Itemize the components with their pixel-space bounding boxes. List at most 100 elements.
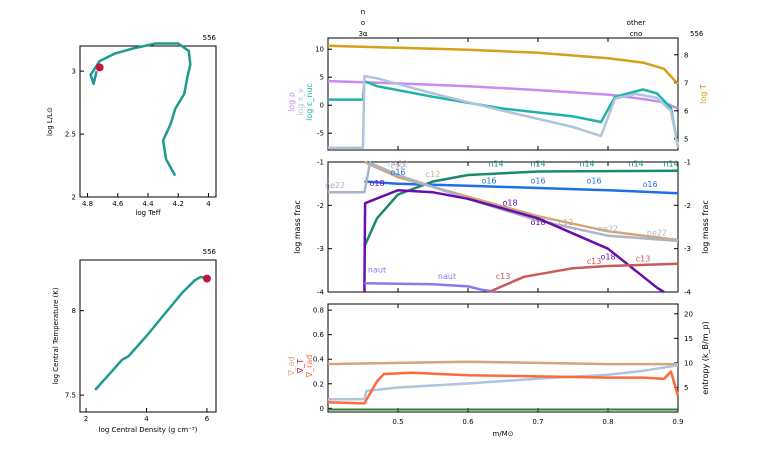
profile-panel-frame xyxy=(327,303,679,413)
rhot-xlabel: log Central Density (g cm⁻³) xyxy=(99,426,198,434)
top-marker-label: other xyxy=(627,19,646,27)
curve-label: naut xyxy=(368,266,386,275)
rhot-current-point xyxy=(202,274,211,283)
profile-left-ytick-label: -2 xyxy=(317,202,324,210)
profile-xtick-label: 0.8 xyxy=(602,418,613,426)
rhot-corner-label: 556 xyxy=(203,248,217,256)
profile-right-ytick-label: 5 xyxy=(684,135,688,143)
profile-right-ytick-label: 10 xyxy=(684,359,693,367)
profile-left-ytick-label: 0 xyxy=(320,102,324,110)
hr-corner-label: 556 xyxy=(203,34,217,42)
profile-right-ytick-label: -3 xyxy=(684,245,691,253)
hr-xtick-label: 4.2 xyxy=(173,200,184,208)
right-axis-label: entropy (k_B/m_p) xyxy=(701,321,710,394)
profile-series-line xyxy=(363,188,665,294)
top-marker-label: cno xyxy=(630,30,643,38)
curve-label: c13 xyxy=(636,255,651,264)
profile-series-line xyxy=(328,364,679,401)
profile-right-ytick-label: 7 xyxy=(684,79,688,87)
curve-label: n14 xyxy=(628,159,643,168)
left-axis-label: log ρ xyxy=(287,92,296,112)
curve-label: o18 xyxy=(369,179,384,188)
hr-track xyxy=(89,42,192,177)
profile-right-ytick-label: 5 xyxy=(684,384,688,392)
curve-label: c12 xyxy=(559,218,574,227)
left-axis-label: ∇_ad xyxy=(287,356,296,376)
profile-left-ytick-label: 0.4 xyxy=(313,356,325,364)
left-axis-label: log ε_ν xyxy=(296,88,305,116)
curve-label: n14 xyxy=(663,159,678,168)
profile-xlabel: m/M⊙ xyxy=(492,430,513,438)
rhot-ytick-label: 7.5 xyxy=(65,392,76,400)
curve-label: o18 xyxy=(502,198,517,207)
profile-corner-label: 556 xyxy=(690,30,704,38)
rhot-xtick-label: 2 xyxy=(84,415,88,423)
curve-label: o18 xyxy=(530,218,545,227)
profile-series-line xyxy=(328,79,680,148)
curve-label: o16 xyxy=(390,168,405,177)
profile-left-ytick-label: -5 xyxy=(317,130,324,138)
profile-right-ytick-label: -2 xyxy=(684,202,691,210)
left-axis-label: ∇_rad xyxy=(305,355,314,379)
hr-xtick-label: 4.4 xyxy=(142,200,154,208)
profile-left-ytick-label: -3 xyxy=(317,245,324,253)
profile-series-line xyxy=(363,169,679,248)
right-axis-label: log mass frac xyxy=(701,200,710,254)
profile-left-ytick-label: -4 xyxy=(317,289,325,297)
curve-label: o16 xyxy=(642,180,657,189)
profile-panel-frame xyxy=(327,37,679,151)
profile-series-line xyxy=(364,282,497,294)
profile-right-ytick-label: 8 xyxy=(684,51,688,59)
curve-label: o16 xyxy=(481,177,496,186)
profile-left-ytick-label: 0.8 xyxy=(313,307,324,315)
curve-label: naut xyxy=(438,272,456,281)
curve-label: ne22 xyxy=(598,224,618,233)
curve-label: c12 xyxy=(426,170,441,179)
hr-xtick-label: 4.6 xyxy=(112,200,124,208)
profile-series-line xyxy=(363,160,679,242)
hr-xtick-label: 4.8 xyxy=(82,200,93,208)
top-marker-label: o xyxy=(361,19,365,27)
profile-left-ytick-label: 5 xyxy=(320,74,324,82)
top-marker-label: 3α xyxy=(358,30,367,38)
rhot-xtick-label: 4 xyxy=(144,415,149,423)
hr-current-point xyxy=(95,63,104,72)
rhot-frame xyxy=(79,259,217,413)
profile-xtick-label: 0.6 xyxy=(462,418,474,426)
profile-series-line xyxy=(328,161,679,243)
curve-label: ne22 xyxy=(388,159,408,168)
profile-left-ytick-label: 0.2 xyxy=(313,380,324,388)
profile-xtick-label: 0.7 xyxy=(532,418,543,426)
profile-right-ytick-label: 6 xyxy=(684,107,689,115)
hr-xtick-label: 4 xyxy=(206,200,211,208)
profile-left-ytick-label: 0 xyxy=(320,405,324,413)
hr-ylabel: log L/L⊙ xyxy=(46,107,54,136)
curve-label: n14 xyxy=(530,159,545,168)
hr-ytick-label: 2.5 xyxy=(65,131,76,139)
profile-right-ytick-label: -4 xyxy=(684,289,692,297)
curve-label: n14 xyxy=(488,159,503,168)
profile-series-line xyxy=(327,44,679,86)
hr-ytick-label: 2 xyxy=(72,194,76,202)
curve-label: c12 xyxy=(391,162,406,171)
curve-label: ne22 xyxy=(647,229,667,238)
left-axis-label: log ε_nuc xyxy=(305,83,314,121)
profile-series-line xyxy=(364,180,679,195)
curve-label: c13 xyxy=(496,272,511,281)
profile-series-line xyxy=(327,370,680,405)
profile-xtick-label: 0.5 xyxy=(392,418,403,426)
profile-right-ytick-label: 15 xyxy=(684,335,693,343)
hr-xlabel: log Teff xyxy=(135,209,160,217)
top-burn-label: n xyxy=(361,8,365,16)
curve-label: ne22 xyxy=(325,181,345,190)
profile-series-line xyxy=(328,74,680,150)
rhot-track xyxy=(94,275,208,391)
hr-ytick-label: 3 xyxy=(72,68,76,76)
curve-label: n14 xyxy=(579,159,594,168)
profile-series-line xyxy=(488,262,679,294)
profile-right-ytick-label: 20 xyxy=(684,310,693,318)
rhot-ylabel: log Central Temperature (K) xyxy=(52,287,60,384)
rhot-xtick-label: 6 xyxy=(205,415,210,423)
curve-label: o18 xyxy=(600,253,615,262)
curve-label: o16 xyxy=(586,177,601,186)
